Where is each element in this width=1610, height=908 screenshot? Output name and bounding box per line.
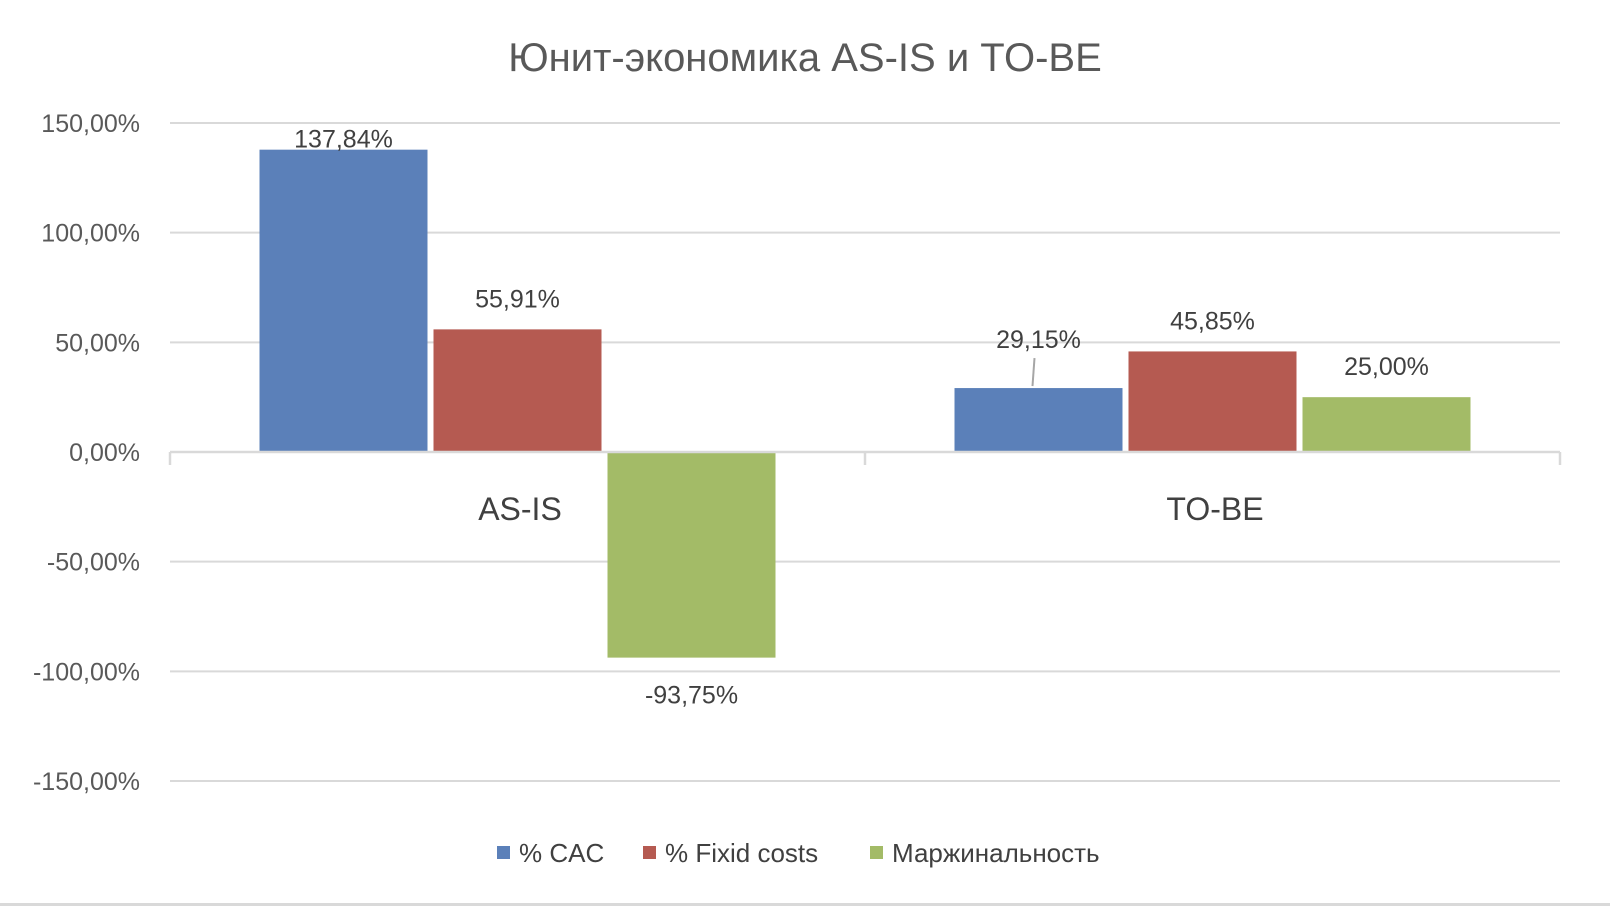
legend-label: % CAC xyxy=(519,838,604,868)
leader-line xyxy=(1031,357,1036,387)
bar xyxy=(259,149,428,452)
bar xyxy=(1128,351,1297,452)
y-axis-tick-labels: 150,00% 100,00% 50,00% 0,00% -50,00% -100,00%… xyxy=(33,110,140,796)
bars xyxy=(259,149,1471,658)
legend-label: Маржинальность xyxy=(892,838,1100,868)
y-tick-label: -100,00% xyxy=(33,658,140,686)
legend-label: % Fixid costs xyxy=(665,838,818,868)
y-tick-label: -50,00% xyxy=(47,549,140,577)
y-tick-label: 50,00% xyxy=(55,329,140,357)
data-label: 45,85% xyxy=(1170,307,1255,335)
legend: % CAC % Fixid costs Маржинальность xyxy=(497,838,1100,868)
x-axis-category-labels: AS-IS TO-BE xyxy=(478,491,1263,527)
data-label: 55,91% xyxy=(475,285,560,313)
y-tick-label: 100,00% xyxy=(41,220,140,248)
bar xyxy=(954,388,1123,452)
data-label: -93,75% xyxy=(645,682,738,710)
y-tick-label: 150,00% xyxy=(41,110,140,138)
legend-swatch xyxy=(870,846,883,859)
chart-title: Юнит-экономика AS-IS и TO-BE xyxy=(508,36,1102,80)
bar xyxy=(433,329,602,452)
x-axis-category-label: AS-IS xyxy=(478,491,562,527)
data-label: 29,15% xyxy=(996,326,1081,354)
x-axis-category-label: TO-BE xyxy=(1166,491,1263,527)
data-label: 25,00% xyxy=(1344,353,1429,381)
y-tick-label: -150,00% xyxy=(33,768,140,796)
legend-swatch xyxy=(643,846,656,859)
x-axis xyxy=(168,450,1562,465)
bar xyxy=(1302,397,1471,452)
bottom-divider xyxy=(0,903,1610,906)
y-tick-label: 0,00% xyxy=(69,439,140,467)
legend-swatch xyxy=(497,846,510,859)
data-label: 137,84% xyxy=(294,126,393,154)
bar xyxy=(607,452,776,658)
data-labels: 137,84% 55,91% -93,75% 29,15% 45,85% 25,00% xyxy=(294,126,1429,710)
